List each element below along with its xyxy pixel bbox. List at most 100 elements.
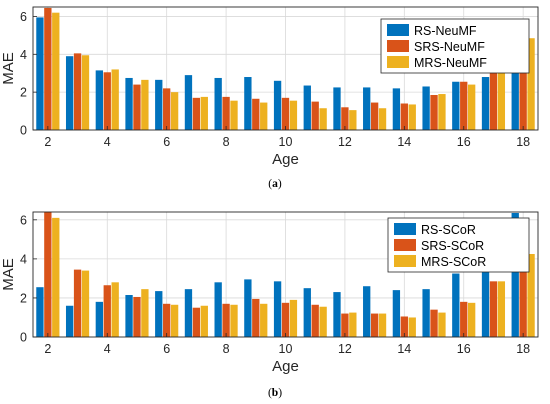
- bar: [481, 77, 490, 130]
- bar: [141, 79, 149, 130]
- bar: [244, 279, 252, 337]
- bar: [303, 85, 311, 130]
- bar: [111, 69, 119, 130]
- x-tick-label: 6: [163, 342, 170, 356]
- x-tick-label: 14: [397, 135, 411, 149]
- y-tick-label: 4: [20, 252, 27, 266]
- y-tick-label: 6: [20, 213, 27, 227]
- bar: [430, 94, 438, 130]
- bar: [341, 107, 349, 130]
- x-tick-label: 4: [104, 342, 111, 356]
- x-tick-label: 18: [516, 135, 530, 149]
- bar: [497, 67, 506, 130]
- bar: [252, 298, 260, 337]
- bar: [341, 313, 349, 337]
- bar: [481, 259, 490, 337]
- chart-b: 0 2 4 6 2 4 6 8 10 12 14 16 18 Age MAE RS-SCoR SRS-SCoR M…: [0, 211, 539, 399]
- y-axis-label: MAE: [0, 258, 17, 291]
- bar: [489, 281, 498, 337]
- bar: [497, 281, 506, 337]
- x-tick-label: 10: [279, 135, 293, 149]
- bars: [36, 7, 535, 130]
- legend-label: RS-NeuMF: [414, 24, 477, 38]
- bar: [192, 307, 201, 337]
- bar: [400, 103, 408, 130]
- bar: [163, 88, 171, 130]
- bar: [133, 84, 141, 130]
- x-tick-label: 10: [279, 342, 293, 356]
- bar: [511, 212, 519, 337]
- bar: [81, 55, 90, 130]
- legend-swatch: [387, 56, 409, 68]
- bar: [460, 301, 468, 337]
- x-tick-label: 14: [397, 342, 411, 356]
- bar: [230, 304, 238, 337]
- bar: [452, 81, 460, 130]
- bar: [281, 302, 290, 337]
- subfigure-caption: (b): [268, 387, 282, 399]
- bar: [273, 80, 282, 130]
- bar: [73, 269, 82, 337]
- bar: [214, 77, 222, 130]
- subfigure-caption: (a): [268, 178, 282, 190]
- x-tick-label: 6: [163, 135, 170, 149]
- bar: [460, 81, 468, 130]
- bar: [73, 53, 82, 130]
- legend-swatch: [394, 223, 416, 235]
- bar: [519, 31, 527, 130]
- bar: [363, 286, 371, 337]
- bar: [289, 299, 298, 337]
- bar: [44, 7, 52, 130]
- bar: [319, 306, 327, 337]
- bar: [244, 77, 252, 130]
- y-tick-label: 0: [20, 124, 27, 138]
- bar: [311, 304, 319, 337]
- y-tick-label: 4: [20, 48, 27, 62]
- x-tick-label: 18: [516, 342, 530, 356]
- y-tick-label: 6: [20, 10, 27, 24]
- bar: [370, 102, 379, 130]
- bar: [141, 289, 149, 337]
- y-tick-label: 0: [20, 331, 27, 345]
- bar: [392, 290, 401, 337]
- legend-swatch: [394, 255, 416, 267]
- bar: [452, 273, 460, 337]
- x-tick-label: 8: [223, 135, 230, 149]
- bar: [392, 88, 401, 130]
- bar: [222, 303, 230, 337]
- legend-label: MRS-SCoR: [421, 255, 486, 269]
- bar: [65, 56, 74, 130]
- bar: [36, 287, 44, 337]
- bar: [511, 48, 519, 130]
- bar: [103, 72, 111, 130]
- bar: [489, 65, 498, 130]
- bar: [222, 96, 230, 130]
- bar: [430, 309, 438, 337]
- bar: [303, 288, 311, 337]
- x-tick-label: 16: [457, 342, 471, 356]
- x-tick-label: 4: [104, 135, 111, 149]
- bar: [363, 87, 371, 130]
- y-tick-label: 2: [20, 291, 27, 305]
- bar: [422, 289, 430, 337]
- x-tick-label: 12: [338, 135, 352, 149]
- bars: [36, 212, 535, 337]
- bar: [370, 313, 379, 337]
- legend-swatch: [387, 40, 409, 52]
- legend-label: SRS-SCoR: [421, 239, 484, 253]
- chart-a: 0 2 4 6 2 4 6 8 10 12 14 16 18 Age MAE RS-NeuMF SRS-NeuM…: [0, 6, 539, 190]
- bar: [349, 312, 357, 337]
- bar: [44, 212, 52, 337]
- bar: [184, 75, 193, 130]
- bar: [467, 84, 476, 130]
- bar: [252, 98, 260, 130]
- bar: [214, 282, 222, 337]
- legend-swatch: [394, 239, 416, 251]
- bar: [200, 305, 208, 337]
- x-tick-label: 8: [223, 342, 230, 356]
- x-tick-label: 2: [44, 135, 51, 149]
- bar: [192, 97, 201, 130]
- x-tick-label: 12: [338, 342, 352, 356]
- bar: [349, 110, 357, 130]
- bar: [230, 100, 238, 130]
